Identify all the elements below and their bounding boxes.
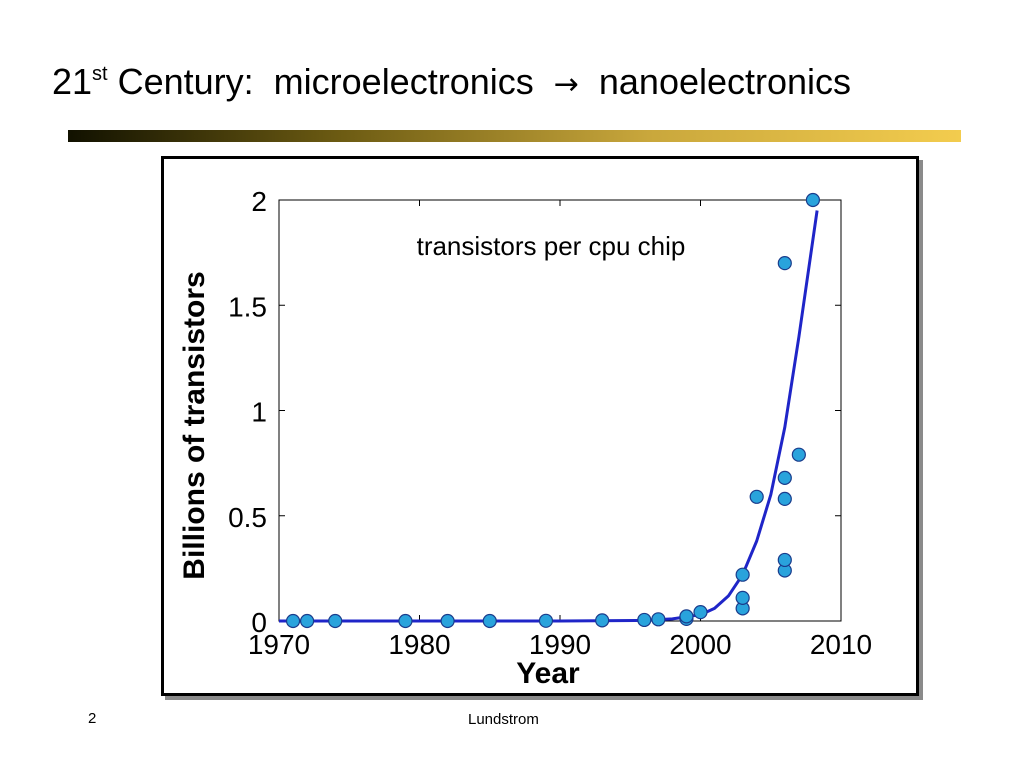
data-point <box>651 612 666 627</box>
data-point <box>735 567 750 582</box>
data-point <box>328 613 343 629</box>
slide-title: 21st Century: microelectronics → nanoele… <box>52 64 851 100</box>
data-point <box>482 613 497 629</box>
data-point <box>777 491 792 507</box>
right-arrow-icon: → <box>553 67 579 102</box>
data-point <box>285 613 301 629</box>
title-number: 21 <box>52 61 93 102</box>
data-point <box>693 605 708 620</box>
chart-frame: 1970 1980 1990 2000 2010 0 0.5 1 1.5 2 Year Billion… <box>161 156 919 696</box>
data-point <box>595 613 610 628</box>
data-point <box>791 447 806 462</box>
y-tick-label: 1 <box>251 397 267 428</box>
data-point <box>440 613 455 629</box>
title-superscript: st <box>92 63 108 85</box>
y-tick-label: 0 <box>251 607 267 638</box>
x-tick-label: 2000 <box>669 629 731 660</box>
data-point <box>679 609 694 624</box>
x-tick-label: 1970 <box>248 629 310 660</box>
data-point <box>777 552 792 568</box>
y-axis-label: Billions of transistors <box>178 271 211 579</box>
trend-line <box>279 210 819 623</box>
title-text-nano: nanoelectronics <box>588 61 852 102</box>
title-text-micro: Century: microelectronics <box>107 61 544 102</box>
transistor-chart: 1970 1980 1990 2000 2010 0 0.5 1 1.5 2 Year Billion… <box>178 186 872 690</box>
plot-area-box <box>278 199 842 622</box>
y-tick-label: 1.5 <box>228 291 267 322</box>
data-point <box>777 470 792 485</box>
data-point <box>735 590 750 605</box>
title-divider-bar <box>68 130 961 142</box>
data-point <box>777 256 792 271</box>
data-point <box>805 192 821 208</box>
y-tick-label: 0.5 <box>228 502 267 533</box>
page-number: 2 <box>88 710 97 727</box>
chart-annotation: transistors per cpu chip <box>417 231 686 261</box>
x-tick-label: 2010 <box>810 629 872 660</box>
data-point <box>300 613 315 629</box>
data-point <box>637 612 652 628</box>
y-tick-label: 2 <box>251 186 267 217</box>
data-point <box>398 613 413 629</box>
data-point <box>749 489 764 504</box>
x-axis-label: Year <box>516 657 580 690</box>
x-tick-label: 1980 <box>388 629 450 660</box>
data-point <box>538 613 554 628</box>
x-tick-label: 1990 <box>529 629 591 660</box>
footer-author: Lundstrom <box>468 711 539 728</box>
